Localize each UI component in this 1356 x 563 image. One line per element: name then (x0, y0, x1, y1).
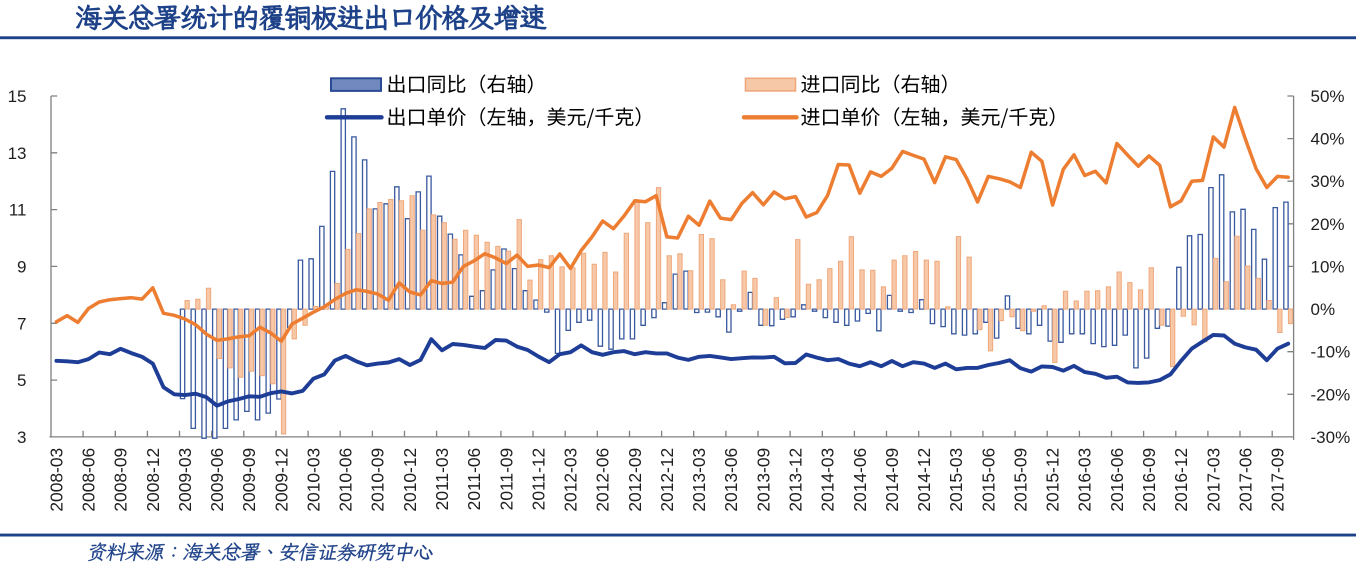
svg-text:2013-03: 2013-03 (689, 448, 709, 512)
svg-text:2009-12: 2009-12 (271, 448, 291, 512)
svg-text:10%: 10% (1311, 257, 1345, 276)
svg-text:2017-03: 2017-03 (1203, 448, 1223, 512)
svg-text:2009-09: 2009-09 (239, 448, 259, 512)
svg-text:20%: 20% (1311, 215, 1345, 234)
svg-text:2009-03: 2009-03 (175, 448, 195, 512)
svg-text:2014-06: 2014-06 (850, 448, 870, 512)
svg-text:2010-06: 2010-06 (336, 448, 356, 512)
svg-text:2016-06: 2016-06 (1107, 448, 1127, 512)
svg-text:2009-06: 2009-06 (207, 448, 227, 512)
svg-text:2012-09: 2012-09 (625, 448, 645, 512)
svg-text:2015-12: 2015-12 (1043, 448, 1063, 512)
svg-text:2013-09: 2013-09 (753, 448, 773, 512)
svg-text:50%: 50% (1311, 87, 1345, 106)
svg-text:2012-03: 2012-03 (561, 448, 581, 512)
svg-text:0%: 0% (1311, 300, 1336, 319)
svg-text:5: 5 (17, 371, 26, 390)
svg-text:2008-06: 2008-06 (79, 448, 99, 512)
svg-text:2012-12: 2012-12 (657, 448, 677, 512)
svg-text:2017-06: 2017-06 (1235, 448, 1255, 512)
svg-text:2016-12: 2016-12 (1171, 448, 1191, 512)
svg-text:9: 9 (17, 257, 26, 276)
svg-text:7: 7 (17, 314, 26, 333)
svg-text:2012-06: 2012-06 (593, 448, 613, 512)
svg-text:-30%: -30% (1311, 428, 1351, 447)
svg-text:-20%: -20% (1311, 385, 1351, 404)
svg-text:2015-09: 2015-09 (1010, 448, 1030, 512)
svg-text:2016-03: 2016-03 (1075, 448, 1095, 512)
svg-text:2008-09: 2008-09 (111, 448, 131, 512)
svg-text:2010-09: 2010-09 (368, 448, 388, 512)
svg-text:2014-03: 2014-03 (818, 448, 838, 512)
svg-text:11: 11 (9, 201, 27, 220)
svg-text:2008-03: 2008-03 (46, 448, 66, 512)
svg-text:2011-12: 2011-12 (528, 448, 548, 511)
svg-text:2008-12: 2008-12 (143, 448, 163, 512)
svg-text:40%: 40% (1311, 130, 1345, 149)
svg-text:2010-03: 2010-03 (303, 448, 323, 512)
svg-text:2011-06: 2011-06 (464, 448, 484, 511)
svg-text:2013-06: 2013-06 (721, 448, 741, 512)
svg-text:2010-12: 2010-12 (400, 448, 420, 512)
svg-text:2015-06: 2015-06 (978, 448, 998, 512)
svg-text:15: 15 (8, 87, 27, 106)
svg-text:2016-09: 2016-09 (1139, 448, 1159, 512)
svg-text:2017-09: 2017-09 (1268, 448, 1288, 512)
svg-text:2014-09: 2014-09 (882, 448, 902, 512)
svg-text:2011-03: 2011-03 (432, 448, 452, 511)
svg-text:30%: 30% (1311, 172, 1345, 191)
svg-text:2015-03: 2015-03 (946, 448, 966, 512)
svg-text:13: 13 (8, 144, 27, 163)
svg-text:2013-12: 2013-12 (786, 448, 806, 512)
svg-text:-10%: -10% (1311, 343, 1351, 362)
svg-text:3: 3 (17, 428, 26, 447)
svg-text:2011-09: 2011-09 (496, 448, 516, 511)
svg-text:2014-12: 2014-12 (914, 448, 934, 512)
